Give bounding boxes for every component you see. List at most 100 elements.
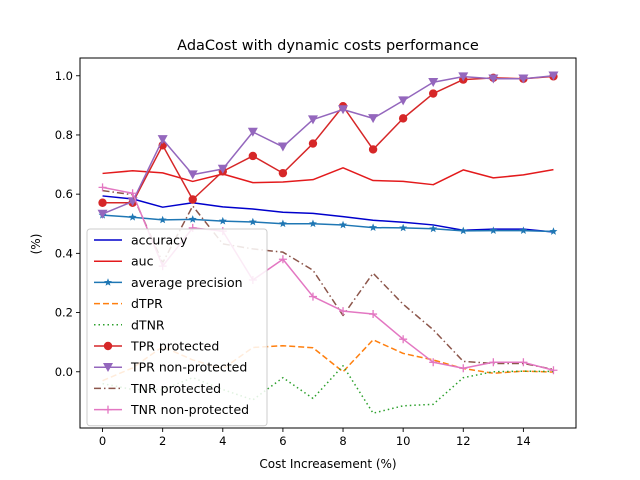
data-point-average-precision <box>369 223 378 232</box>
data-point-tpr-protected <box>429 89 438 98</box>
data-point-tnr-non-protected <box>429 358 438 367</box>
data-point-tnr-non-protected <box>339 307 348 316</box>
series-line-tpr-protected <box>102 75 554 204</box>
data-point-tnr-non-protected <box>278 255 287 264</box>
data-point-average-precision <box>278 219 287 228</box>
data-point-tpr-non-protected <box>157 135 168 145</box>
data-point-tpr-protected <box>248 151 258 161</box>
data-point-tpr-protected <box>188 195 197 204</box>
data-point-tpr-non-protected <box>488 74 499 84</box>
y-tick-label: 0.8 <box>55 128 73 142</box>
y-tick-label: 0.2 <box>55 306 73 320</box>
y-tick-label: 0.4 <box>55 246 73 260</box>
legend-item-dtnr: dTNR <box>94 317 165 332</box>
data-point-average-precision <box>519 226 528 234</box>
legend-box <box>86 228 268 427</box>
data-point-tpr-non-protected <box>217 164 228 174</box>
data-point-tnr-non-protected <box>369 310 378 319</box>
data-point-tpr-non-protected <box>458 72 469 82</box>
data-point-average-precision <box>218 216 227 225</box>
series-line-average-precision <box>102 214 554 233</box>
legend-item-tpr-protected: TPR protected <box>94 339 219 354</box>
data-point-tpr-protected <box>398 114 408 123</box>
data-point-average-precision <box>399 223 408 232</box>
data-point-tpr-protected <box>278 168 288 178</box>
data-point-tnr-non-protected <box>459 364 468 373</box>
legend-label: accuracy <box>131 233 188 248</box>
y-axis-label: (%) <box>29 234 43 255</box>
legend-item-accuracy: accuracy <box>94 233 188 248</box>
data-point-tpr-non-protected <box>548 71 559 81</box>
y-axis: 0.0 0.2 0.4 0.6 0.8 1.0 <box>55 69 80 379</box>
data-point-average-precision <box>489 226 498 234</box>
y-tick-label: 0.0 <box>55 365 73 379</box>
x-tick-label: 2 <box>159 434 166 448</box>
legend-label: dTNR <box>131 317 165 332</box>
x-tick-label: 6 <box>279 434 286 448</box>
y-tick-label: 0.6 <box>55 187 73 201</box>
legend-marker <box>104 278 112 286</box>
legend-item-tpr-non-protected: TPR non-protected <box>94 360 247 375</box>
data-point-tnr-non-protected <box>308 292 317 301</box>
data-point-average-precision <box>308 219 317 228</box>
chart-title: AdaCost with dynamic costs performance <box>177 38 479 54</box>
data-point-tnr-non-protected <box>519 358 528 367</box>
legend-marker <box>103 341 113 351</box>
x-axis-label: Cost Increasement (%) <box>259 457 396 471</box>
data-point-average-precision <box>549 227 558 235</box>
data-point-average-precision <box>158 215 167 224</box>
legend-label: TNR protected <box>130 381 221 396</box>
legend-label: TPR protected <box>130 339 219 354</box>
legend-label: average precision <box>131 275 243 290</box>
data-point-tpr-non-protected <box>428 78 439 88</box>
data-point-tpr-non-protected <box>518 74 529 84</box>
legend-item-average-precision: average precision <box>94 275 243 290</box>
legend-item-tnr-non-protected: TNR non-protected <box>94 402 249 417</box>
series-line-auc <box>102 167 554 186</box>
series-line-tpr-non-protected <box>102 75 554 215</box>
data-point-tpr-non-protected <box>368 114 379 124</box>
y-tick-label: 1.0 <box>55 69 73 83</box>
data-point-tnr-non-protected <box>549 366 558 375</box>
x-tick-label: 10 <box>396 434 411 448</box>
plot-frame <box>79 57 577 429</box>
legend-label: TPR non-protected <box>130 360 247 375</box>
data-point-tpr-non-protected <box>247 127 258 137</box>
legend-item-tnr-protected: TNR protected <box>94 381 221 396</box>
data-point-tnr-non-protected <box>128 189 137 198</box>
data-point-tpr-non-protected <box>338 105 349 115</box>
legend-label: auc <box>131 254 154 269</box>
series-auc <box>102 167 554 186</box>
legend-item-dtpr: dTPR <box>94 296 163 311</box>
data-point-tpr-non-protected <box>97 209 108 219</box>
data-point-tpr-non-protected <box>277 142 288 152</box>
legend-marker <box>103 362 113 372</box>
legend-item-auc: auc <box>94 254 154 269</box>
data-point-tnr-non-protected <box>98 183 107 192</box>
data-point-average-precision <box>339 220 348 229</box>
data-point-average-precision <box>128 213 137 221</box>
data-point-tpr-protected <box>368 145 378 154</box>
x-tick-label: 8 <box>339 434 346 448</box>
data-point-tpr-non-protected <box>398 96 409 106</box>
legend-label: TNR non-protected <box>130 402 249 417</box>
data-point-tpr-non-protected <box>187 170 198 180</box>
x-tick-label: 4 <box>219 434 226 448</box>
legend: accuracy auc average precision dTPR dTNR TPR … <box>86 228 268 427</box>
series-line-accuracy <box>102 195 554 233</box>
x-axis: 0 2 4 6 8 10 12 14 <box>99 428 531 448</box>
data-point-average-precision <box>248 217 257 226</box>
data-point-average-precision <box>459 226 468 235</box>
data-point-average-precision <box>188 215 197 223</box>
legend-label: dTPR <box>131 296 163 311</box>
series-accuracy <box>102 195 554 233</box>
x-tick-label: 14 <box>516 434 531 448</box>
data-point-average-precision <box>429 224 438 233</box>
data-point-tpr-protected <box>98 198 107 207</box>
data-point-tnr-non-protected <box>399 335 408 344</box>
x-tick-label: 12 <box>456 434 471 448</box>
series-tpr-non-protected <box>97 71 559 219</box>
x-tick-label: 0 <box>99 434 106 448</box>
data-point-tpr-protected <box>308 139 318 148</box>
